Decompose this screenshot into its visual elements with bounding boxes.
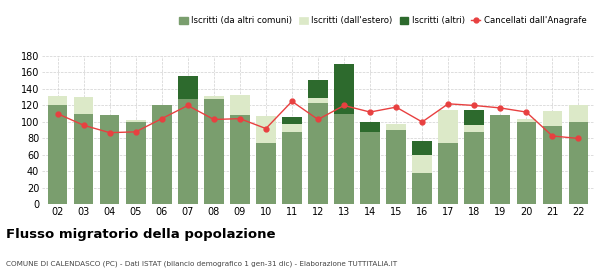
Bar <box>464 110 484 125</box>
Bar <box>256 143 275 204</box>
Text: Flusso migratorio della popolazione: Flusso migratorio della popolazione <box>6 228 275 241</box>
Bar <box>439 143 458 204</box>
Bar <box>386 130 406 204</box>
Bar <box>282 117 302 123</box>
Bar <box>308 103 328 204</box>
Bar <box>282 132 302 204</box>
Bar <box>126 122 146 204</box>
Bar <box>256 116 275 143</box>
Bar <box>412 173 432 204</box>
Bar <box>517 122 536 204</box>
Bar <box>152 106 172 204</box>
Bar <box>412 155 432 173</box>
Bar <box>74 114 94 204</box>
Bar <box>569 106 588 122</box>
Bar <box>361 122 380 132</box>
Bar <box>412 141 432 155</box>
Bar <box>569 122 588 204</box>
Bar <box>439 109 458 143</box>
Bar <box>464 132 484 204</box>
Bar <box>308 98 328 103</box>
Bar <box>334 114 354 204</box>
Bar <box>230 115 250 204</box>
Bar <box>48 106 67 204</box>
Bar <box>334 64 354 114</box>
Bar <box>517 119 536 122</box>
Bar <box>491 115 510 204</box>
Bar <box>386 123 406 130</box>
Bar <box>100 115 119 204</box>
Bar <box>74 97 94 114</box>
Bar <box>204 95 224 99</box>
Legend: Iscritti (da altri comuni), Iscritti (dall'estero), Iscritti (altri), Cancellati: Iscritti (da altri comuni), Iscritti (da… <box>176 13 590 29</box>
Bar <box>126 120 146 122</box>
Text: COMUNE DI CALENDASCO (PC) - Dati ISTAT (bilancio demografico 1 gen-31 dic) - Ela: COMUNE DI CALENDASCO (PC) - Dati ISTAT (… <box>6 260 397 267</box>
Bar <box>48 95 67 106</box>
Bar <box>542 126 562 204</box>
Bar <box>282 123 302 132</box>
Bar <box>178 99 197 204</box>
Bar <box>178 76 197 99</box>
Bar <box>464 125 484 132</box>
Bar <box>542 111 562 126</box>
Bar <box>308 80 328 98</box>
Bar <box>230 95 250 115</box>
Bar <box>361 132 380 204</box>
Bar <box>204 99 224 204</box>
